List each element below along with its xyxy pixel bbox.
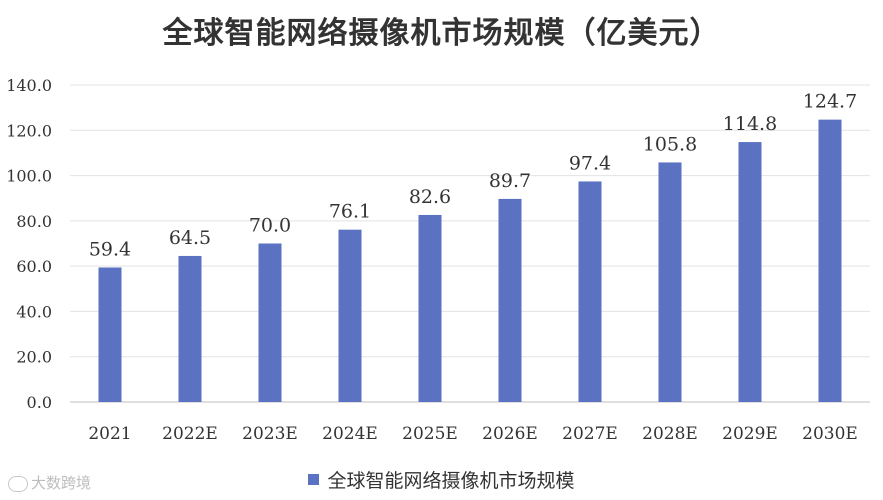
y-tick-label: 0.0 (27, 393, 52, 412)
y-axis-ticks: 0.0 20.0 40.0 60.0 80.0 100.0 120.0 140.0 (6, 76, 52, 412)
chart-title: 全球智能网络摄像机市场规模（亿美元） (162, 16, 721, 51)
grid-lines (70, 84, 870, 403)
bar (498, 198, 522, 402)
bar (178, 255, 202, 402)
bar (258, 243, 282, 402)
data-label: 105.8 (643, 133, 697, 155)
x-tick-label: 2025E (402, 424, 458, 444)
data-label: 89.7 (489, 170, 531, 192)
data-label: 124.7 (803, 91, 857, 113)
data-label: 97.4 (569, 152, 611, 174)
legend: 全球智能网络摄像机市场规模 (0, 466, 883, 493)
x-tick-label: 2027E (562, 424, 618, 444)
bar (578, 181, 602, 402)
y-tick-label: 40.0 (16, 302, 52, 321)
y-tick-label: 60.0 (16, 257, 52, 276)
x-tick-label: 2030E (802, 424, 858, 444)
x-tick-label: 2023E (242, 424, 298, 444)
bar (418, 214, 442, 402)
data-label: 82.6 (409, 186, 451, 208)
y-tick-label: 80.0 (16, 212, 52, 231)
x-tick-label: 2021 (88, 424, 131, 444)
legend-swatch (308, 474, 320, 485)
bar (818, 119, 842, 403)
data-label: 76.1 (329, 201, 371, 223)
bar (738, 142, 762, 402)
watermark-text: 大数跨境 (31, 474, 92, 492)
x-tick-label: 2029E (722, 424, 778, 444)
data-label: 114.8 (723, 113, 777, 135)
y-tick-label: 140.0 (6, 76, 52, 95)
data-label: 59.4 (89, 239, 131, 261)
x-tick-label: 2022E (162, 424, 218, 444)
y-tick-label: 120.0 (6, 121, 52, 140)
legend-label: 全球智能网络摄像机市场规模 (327, 470, 575, 492)
data-label: 64.5 (169, 227, 211, 249)
y-tick-label: 20.0 (16, 348, 52, 367)
data-label: 70.0 (249, 215, 291, 237)
x-tick-label: 2028E (642, 424, 698, 444)
bar (658, 162, 682, 402)
x-tick-label: 2026E (482, 424, 538, 444)
x-tick-label: 2024E (322, 424, 378, 444)
bar-series (98, 119, 842, 403)
bar (338, 229, 362, 402)
bar (98, 267, 122, 402)
brand-logo-icon (8, 475, 28, 492)
data-labels: 59.4 64.5 70.0 76.1 82.6 89.7 97.4 105.8 114.8 12… (89, 91, 857, 261)
x-axis-ticks: 2021 2022E 2023E 2024E 2025E 2026E 2027E 2028E 2… (88, 424, 857, 444)
watermark: 大数跨境 (8, 472, 91, 493)
y-tick-label: 100.0 (6, 167, 52, 186)
